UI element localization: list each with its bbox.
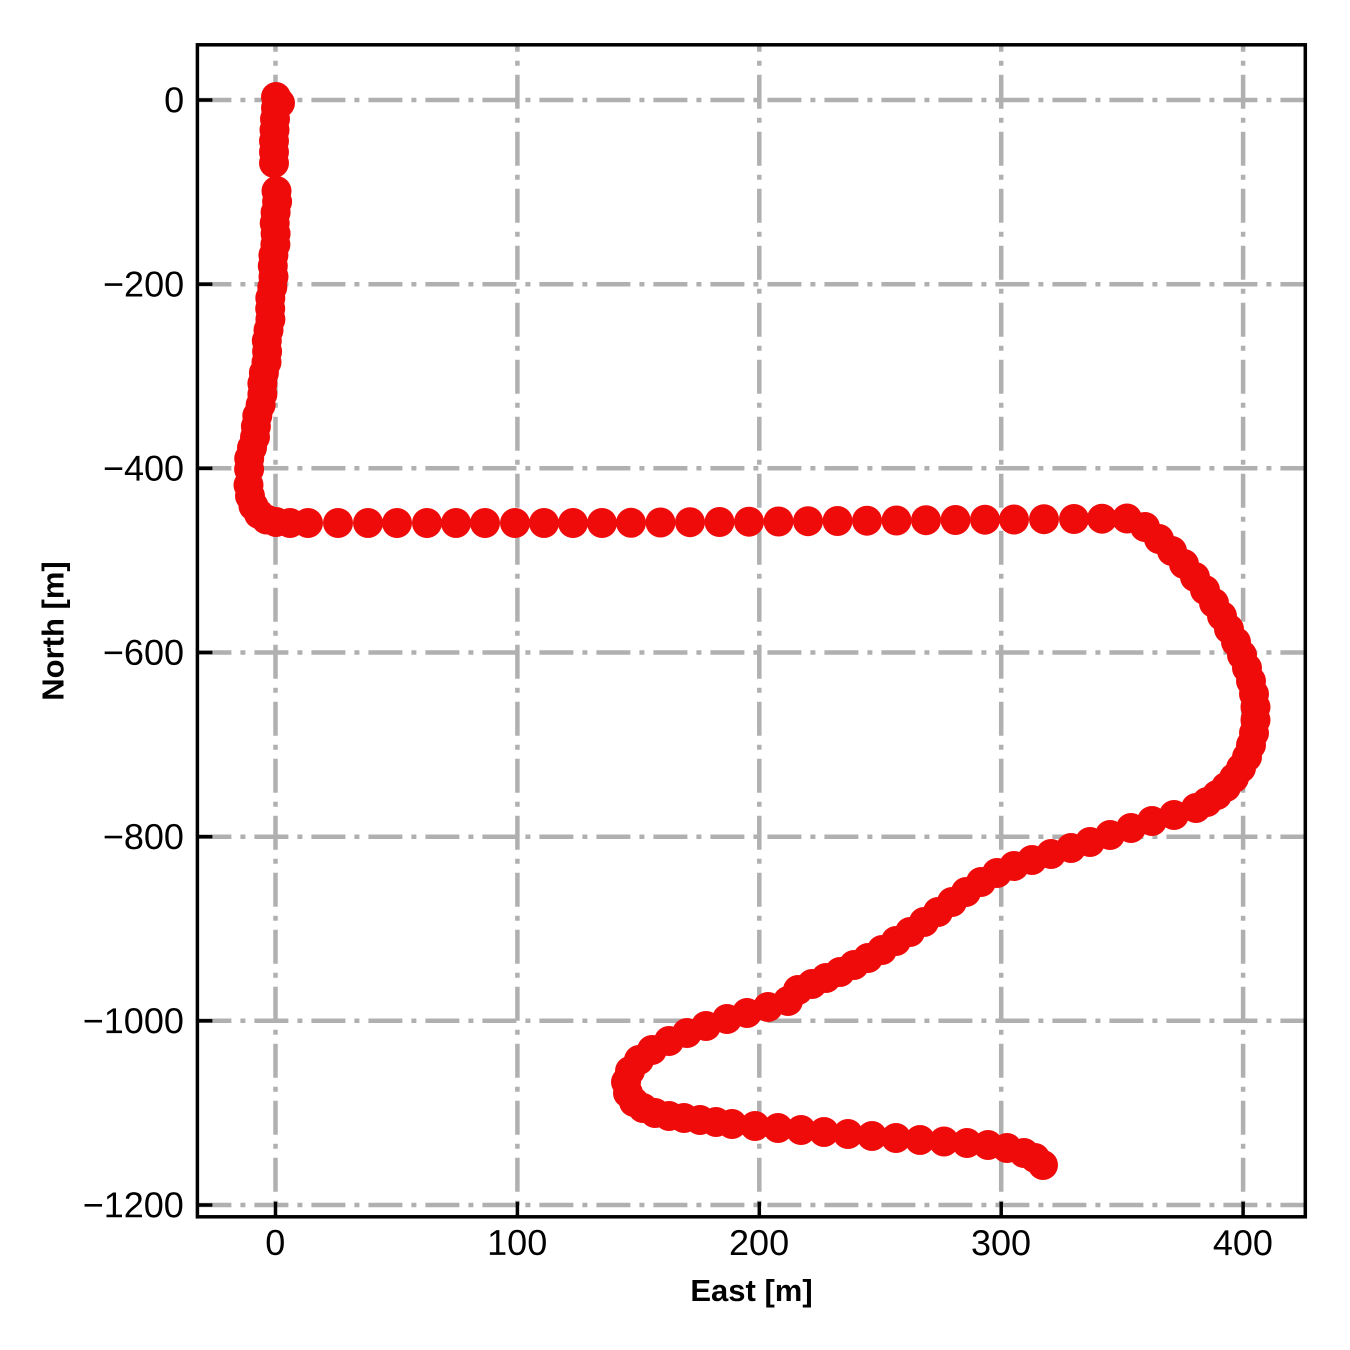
svg-text:−200: −200: [103, 263, 184, 304]
svg-text:North [m]: North [m]: [36, 561, 71, 700]
svg-text:−1000: −1000: [83, 1000, 184, 1041]
svg-text:100: 100: [487, 1222, 547, 1263]
svg-text:400: 400: [1213, 1222, 1273, 1263]
svg-text:−600: −600: [103, 632, 184, 673]
svg-text:300: 300: [971, 1222, 1031, 1263]
svg-text:−800: −800: [103, 816, 184, 857]
svg-text:0: 0: [265, 1222, 285, 1263]
svg-text:0: 0: [164, 79, 184, 120]
svg-text:East [m]: East [m]: [690, 1273, 812, 1308]
svg-text:200: 200: [729, 1222, 789, 1263]
svg-text:−1200: −1200: [83, 1184, 184, 1225]
svg-text:−400: −400: [103, 448, 184, 489]
